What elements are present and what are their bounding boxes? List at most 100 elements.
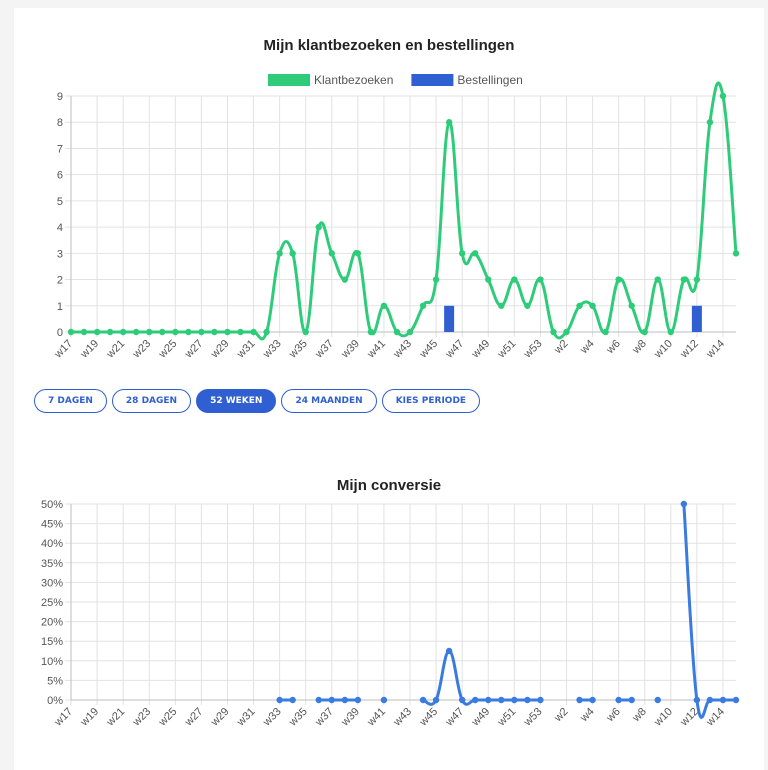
x-tick-label: w23: [130, 706, 153, 729]
visits-point: [159, 328, 166, 336]
visits-point: [393, 328, 401, 336]
visits-point: [511, 276, 518, 283]
visits-point: [237, 328, 244, 336]
visits-point: [498, 302, 505, 309]
x-tick-label: w10: [651, 338, 674, 361]
visits-point: [667, 328, 675, 336]
conversion-point: [628, 696, 635, 704]
legend-swatch: [268, 74, 310, 86]
visits-point: [106, 328, 114, 336]
x-tick-label: w31: [234, 338, 257, 361]
visits-line: [71, 81, 738, 341]
x-tick-label: w27: [182, 706, 205, 729]
conversion-point: [289, 696, 296, 704]
x-tick-label: w14: [704, 338, 727, 361]
visits-point: [367, 328, 375, 336]
x-tick-label: w6: [604, 706, 623, 725]
x-tick-label: w51: [495, 706, 518, 729]
visits-point: [537, 276, 544, 283]
x-tick-label: w23: [130, 338, 153, 361]
conversion-chart: Mijn conversie 0% 5% 10% 15% 20% 25% 30% 35% 40% 4…: [41, 477, 740, 729]
legend-label: Bestellingen: [457, 73, 522, 87]
x-tick-label: w8: [630, 338, 649, 357]
x-tick-label: w25: [156, 706, 179, 729]
y-tick-label: 35%: [41, 558, 63, 570]
visits-point: [93, 328, 101, 336]
chart-title: Mijn klantbezoeken en bestellingen: [264, 37, 515, 54]
y-tick-label: 7: [57, 143, 63, 155]
visits-point: [576, 302, 583, 309]
x-tick-label: w21: [104, 338, 127, 361]
visits-point: [719, 92, 727, 100]
period-selector: 7 DAGEN 28 DAGEN 52 WEKEN 24 MAANDEN KIE…: [34, 389, 481, 413]
visits-point: [80, 328, 88, 336]
x-tick-label: w19: [78, 706, 101, 729]
period-custom-button[interactable]: KIES PERIODE: [381, 389, 481, 413]
visits-point: [628, 302, 635, 309]
y-tick-label: 40%: [41, 538, 63, 550]
x-tick-label: w10: [651, 706, 674, 729]
x-tick-label: w49: [469, 706, 492, 729]
conversion-line: [682, 503, 736, 719]
visits-point: [419, 302, 427, 309]
x-tick-label: w41: [365, 338, 388, 361]
visits-point: [172, 328, 179, 336]
x-tick-label: w19: [78, 338, 101, 361]
order-bar: [444, 305, 455, 332]
conversion-point: [654, 696, 661, 704]
x-tick-label: w8: [630, 706, 649, 725]
x-tick-label: w43: [391, 706, 414, 729]
visits-point: [185, 328, 192, 336]
x-tick-label: w4: [578, 706, 597, 725]
conversion-point: [511, 696, 518, 704]
y-tick-label: 30%: [41, 577, 63, 589]
x-tick-label: w14: [704, 706, 727, 729]
x-tick-label: w47: [443, 338, 466, 361]
conversion-point: [458, 696, 466, 704]
visits-orders-chart: Mijn klantbezoeken en bestellingen 0 1 2 3 4 5…: [52, 37, 740, 361]
visits-point: [132, 328, 140, 336]
visits-point: [263, 328, 270, 336]
conversion-point: [432, 696, 440, 704]
x-tick-label: w37: [312, 338, 335, 361]
conversion-point: [498, 696, 505, 704]
period-24-months-button[interactable]: 24 MAANDEN: [281, 389, 377, 413]
conversion-point: [354, 696, 362, 704]
x-tick-label: w17: [52, 338, 75, 361]
conversion-point: [524, 696, 531, 704]
visits-point: [432, 276, 440, 283]
period-7-days-button[interactable]: 7 DAGEN: [34, 389, 107, 413]
conversion-point: [276, 696, 283, 704]
x-tick-label: w51: [495, 338, 518, 361]
visits-point: [706, 119, 714, 126]
y-tick-label: 6: [57, 170, 63, 182]
conversion-point: [472, 696, 479, 704]
conversion-line: [422, 649, 541, 706]
visits-point: [380, 302, 388, 309]
x-tick-label: w29: [208, 338, 231, 361]
visits-point: [654, 276, 661, 283]
x-tick-label: w33: [260, 706, 283, 729]
y-tick-label: 5: [57, 196, 63, 208]
visits-point: [472, 250, 479, 257]
visits-point: [315, 223, 322, 231]
conversion-point: [576, 696, 583, 704]
visits-point: [146, 328, 153, 336]
visits-point: [693, 276, 701, 283]
y-tick-label: 9: [57, 91, 63, 103]
visits-point: [276, 250, 283, 257]
y-tick-label: 3: [57, 248, 63, 260]
y-tick-label: 15%: [41, 636, 63, 648]
visits-point: [119, 328, 127, 336]
period-28-days-button[interactable]: 28 DAGEN: [111, 389, 192, 413]
conversion-point: [537, 696, 544, 704]
visits-point: [211, 328, 218, 336]
legend-swatch: [411, 74, 454, 86]
visits-point: [328, 250, 335, 257]
x-tick-label: w35: [286, 338, 309, 361]
period-52-weeks-button[interactable]: 52 WEKEN: [196, 389, 277, 413]
visits-point: [406, 328, 414, 336]
y-tick-label: 10%: [41, 656, 63, 668]
order-bar: [691, 305, 702, 332]
visits-point: [198, 328, 205, 336]
